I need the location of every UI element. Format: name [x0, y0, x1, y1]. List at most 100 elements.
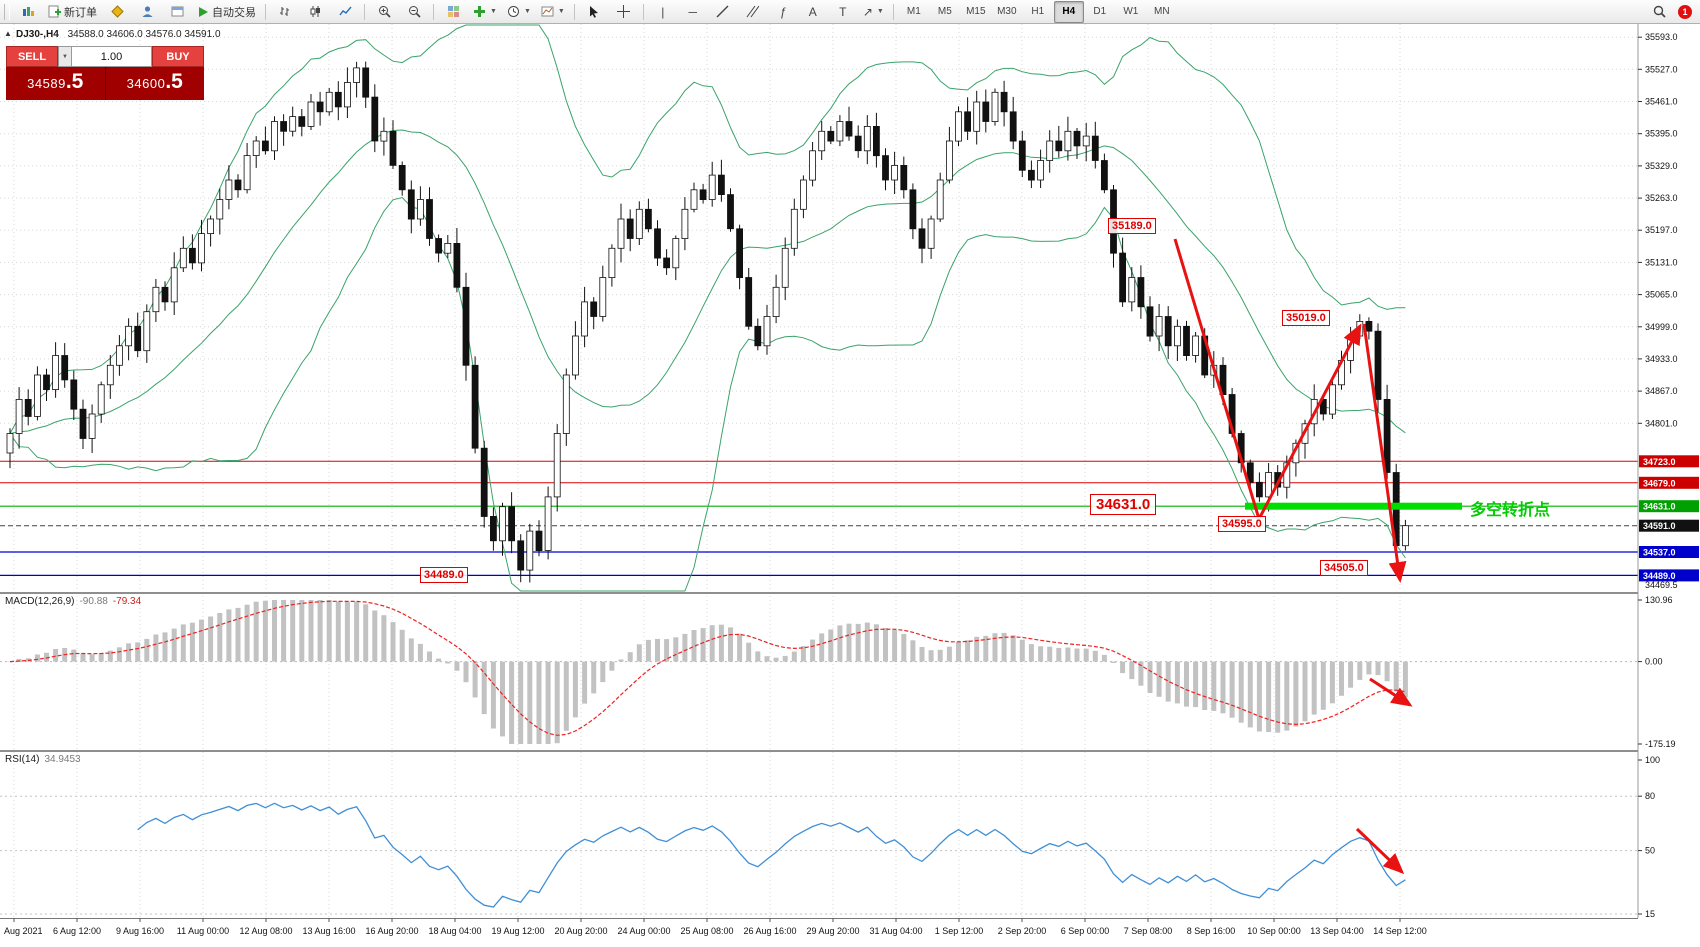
clock-icon	[507, 6, 519, 17]
svg-text:15: 15	[1645, 909, 1655, 919]
zoom-in-icon	[378, 6, 391, 18]
svg-text:19 Aug 12:00: 19 Aug 12:00	[491, 926, 544, 936]
svg-text:10 Sep 00:00: 10 Sep 00:00	[1247, 926, 1301, 936]
label-tool-button[interactable]: T	[829, 1, 857, 23]
market-watch-icon	[110, 5, 124, 18]
toolbar-grip	[4, 3, 10, 20]
buy-price-base: 34600	[126, 76, 166, 91]
timeframe-d1[interactable]: D1	[1093, 6, 1107, 17]
svg-text:29 Aug 20:00: 29 Aug 20:00	[806, 926, 859, 936]
svg-text:25 Aug 08:00: 25 Aug 08:00	[680, 926, 733, 936]
symbol-info-line: DJ30-,H4 34588.0 34606.0 34576.0 34591.0	[16, 29, 221, 40]
vertical-line-icon: |	[661, 4, 665, 19]
toolbar-separator	[364, 3, 365, 20]
timeframe-mn[interactable]: MN	[1154, 6, 1170, 17]
notification-badge[interactable]: 1	[1678, 4, 1692, 19]
line-chart-button[interactable]	[331, 1, 359, 23]
zoom-out-icon	[408, 6, 421, 18]
timeframe-m5[interactable]: M5	[937, 6, 952, 17]
tile-windows-button[interactable]	[439, 1, 467, 23]
volume-input[interactable]	[71, 46, 152, 67]
sell-button[interactable]: SELL	[6, 46, 58, 67]
svg-text:12 Aug 08:00: 12 Aug 08:00	[239, 926, 292, 936]
profile-button[interactable]	[133, 1, 161, 23]
timeframe-h4[interactable]: H4	[1053, 0, 1084, 23]
new-order-icon	[48, 5, 61, 18]
channel-tool-button[interactable]	[739, 1, 767, 23]
macd-main-value: -90.88	[79, 596, 108, 607]
text-tool-button[interactable]: A	[799, 1, 827, 23]
autotrade-button[interactable]: 自动交易	[193, 1, 260, 23]
timeframe-m15[interactable]: M15	[966, 6, 986, 17]
cursor-tool-button[interactable]	[580, 1, 608, 23]
tile-windows-icon	[447, 6, 459, 17]
toolbar-right: 1	[1645, 1, 1696, 23]
chart-canvas[interactable]: 35593.0 35527.0 35461.0 35395.0 35329.0 35263…	[0, 24, 1700, 947]
bar-chart-button[interactable]	[271, 1, 299, 23]
text-icon: A	[808, 4, 817, 19]
svg-text:16 Aug 20:00: 16 Aug 20:00	[365, 926, 418, 936]
market-watch-button[interactable]	[103, 1, 131, 23]
svg-text:34867.0: 34867.0	[1645, 386, 1678, 396]
dropdown-caret-icon: ▼	[523, 8, 531, 15]
timeframe-group: M1 M5 M15 M30 H1 H4 D1 W1 MN	[899, 0, 1177, 23]
svg-text:100: 100	[1645, 755, 1660, 765]
svg-text:34537.0: 34537.0	[1643, 548, 1676, 558]
candlestick-button[interactable]	[301, 1, 329, 23]
fibonacci-tool-button[interactable]: ƒ	[769, 1, 797, 23]
indicators-button[interactable]: ▼	[469, 1, 501, 23]
svg-text:11 Aug 00:00: 11 Aug 00:00	[177, 926, 229, 936]
sell-price-display[interactable]: 34589.5	[6, 67, 105, 100]
trade-panel-collapse-icon[interactable]: ▲	[4, 29, 12, 38]
svg-text:6 Sep 00:00: 6 Sep 00:00	[1061, 926, 1110, 936]
new-order-button[interactable]: 新订单	[44, 1, 101, 23]
data-window-icon	[171, 6, 183, 17]
arrows-tool-button[interactable]: ↗ ▼	[859, 1, 888, 23]
search-button[interactable]	[1645, 1, 1673, 23]
zoom-in-button[interactable]	[370, 1, 398, 23]
crosshair-icon	[617, 5, 631, 18]
horizontal-line-tool-button[interactable]: ─	[679, 1, 707, 23]
data-window-button[interactable]	[163, 1, 191, 23]
channel-icon	[746, 5, 760, 18]
svg-text:34999.0: 34999.0	[1645, 322, 1678, 332]
crosshair-tool-button[interactable]	[610, 1, 638, 23]
buy-button[interactable]: BUY	[152, 46, 204, 67]
app-icon	[14, 1, 42, 23]
svg-text:34801.0: 34801.0	[1645, 418, 1678, 428]
autotrade-play-icon	[199, 6, 208, 17]
trendline-tool-button[interactable]	[709, 1, 737, 23]
timeframe-m30[interactable]: M30	[997, 6, 1017, 17]
svg-text:34469.5: 34469.5	[1645, 580, 1678, 590]
buy-price-pips: .5	[165, 70, 183, 93]
macd-name: MACD(12,26,9)	[5, 596, 75, 607]
dropdown-caret-icon: ▼	[490, 8, 497, 15]
svg-text:50: 50	[1645, 846, 1655, 856]
svg-text:35131.0: 35131.0	[1645, 257, 1678, 267]
symbol-ohlc-values: 34588.0 34606.0 34576.0 34591.0	[67, 29, 221, 40]
svg-text:34723.0: 34723.0	[1643, 457, 1676, 467]
zoom-out-button[interactable]	[400, 1, 428, 23]
timeframe-w1[interactable]: W1	[1123, 6, 1139, 17]
buy-price-display[interactable]: 34600.5	[105, 67, 204, 100]
svg-text:35263.0: 35263.0	[1645, 193, 1678, 203]
svg-text:1 Sep 12:00: 1 Sep 12:00	[935, 926, 984, 936]
svg-text:9 Aug 16:00: 9 Aug 16:00	[116, 926, 164, 936]
timeframe-h1[interactable]: H1	[1031, 6, 1045, 17]
svg-text:20 Aug 20:00: 20 Aug 20:00	[554, 926, 607, 936]
bar-chart-icon	[279, 7, 289, 16]
svg-text:80: 80	[1645, 791, 1655, 801]
symbol-name: DJ30-,H4	[16, 29, 59, 40]
templates-button[interactable]: ▼	[537, 1, 569, 23]
svg-text:Aug 2021: Aug 2021	[4, 926, 43, 936]
rsi-name: RSI(14)	[5, 754, 40, 765]
periods-button[interactable]: ▼	[503, 1, 535, 23]
label-icon: T	[839, 4, 847, 19]
macd-label: MACD(12,26,9) -90.88 -79.34	[5, 596, 141, 607]
volume-dropdown-icon[interactable]: ▼	[58, 46, 71, 67]
toolbar-separator	[573, 3, 575, 20]
vertical-line-tool-button[interactable]: |	[649, 1, 677, 23]
timeframe-m1[interactable]: M1	[906, 6, 921, 17]
templates-icon	[541, 6, 554, 17]
dropdown-caret-icon: ▼	[557, 8, 565, 15]
